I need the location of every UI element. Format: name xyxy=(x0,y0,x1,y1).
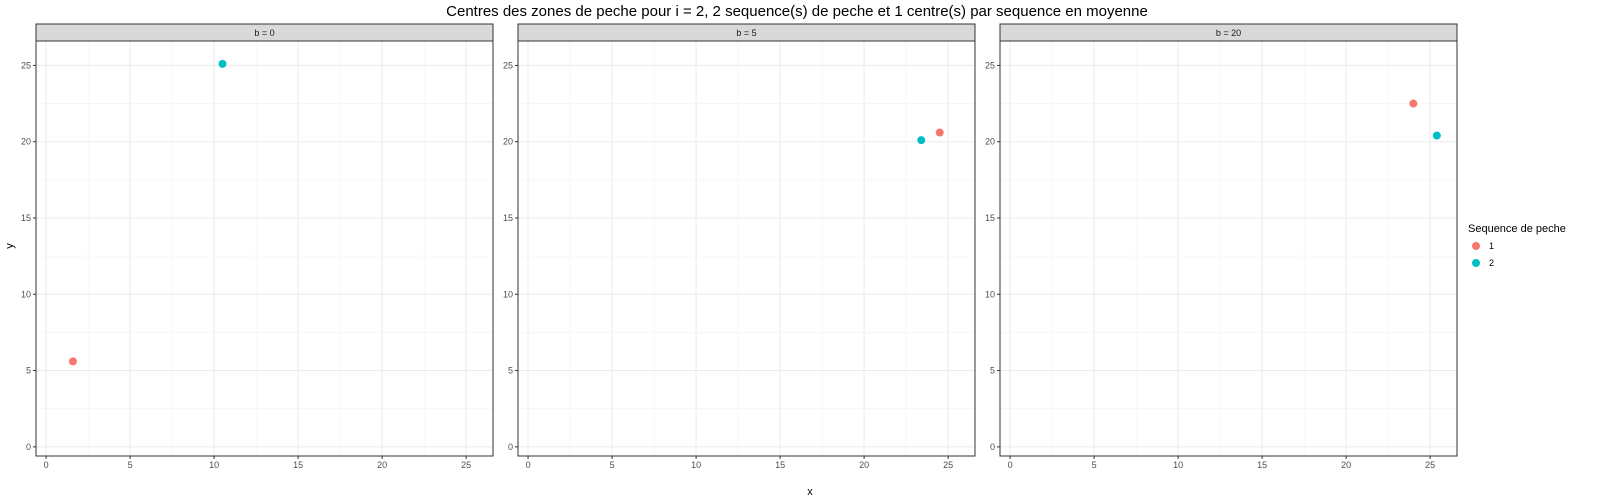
x-tick-label: 10 xyxy=(691,460,701,470)
y-tick-label: 20 xyxy=(985,137,995,147)
y-tick-label: 20 xyxy=(503,137,513,147)
x-tick-label: 25 xyxy=(943,460,953,470)
x-tick-label: 10 xyxy=(1173,460,1183,470)
y-tick-label: 0 xyxy=(508,442,513,452)
x-tick-label: 5 xyxy=(128,460,133,470)
panel-border xyxy=(999,40,1458,457)
gridlines xyxy=(1000,41,1457,456)
y-tick-label: 10 xyxy=(21,289,31,299)
facet-strip-label: b = 0 xyxy=(254,28,274,38)
legend: Sequence de peche 1 2 xyxy=(1468,223,1566,268)
data-point-series-1 xyxy=(68,357,77,366)
y-tick-label: 5 xyxy=(990,366,995,376)
chart-title: Centres des zones de peche pour i = 2, 2… xyxy=(446,3,1148,20)
data-point-series-2 xyxy=(1432,131,1441,140)
legend-label: 1 xyxy=(1489,241,1494,251)
x-tick-label: 0 xyxy=(1008,460,1013,470)
y-tick-label: 15 xyxy=(985,213,995,223)
x-tick-label: 0 xyxy=(44,460,49,470)
facet-panel: b = 0 0 5 10 15 20 25 0 5 10 15 20 25 xyxy=(21,23,494,470)
y-tick-label: 5 xyxy=(508,366,513,376)
x-tick-label: 20 xyxy=(859,460,869,470)
x-tick-label: 0 xyxy=(526,460,531,470)
y-tick-label: 25 xyxy=(21,60,31,70)
x-tick-label: 10 xyxy=(209,460,219,470)
facet-strip-label: b = 20 xyxy=(1216,28,1241,38)
y-tick-label: 25 xyxy=(985,60,995,70)
panel-border xyxy=(35,40,494,457)
data-point-series-2 xyxy=(218,59,227,68)
y-tick-label: 0 xyxy=(26,442,31,452)
facet-panel: b = 20 0 5 10 15 20 25 0 5 10 15 20 25 xyxy=(985,23,1458,470)
x-tick-label: 5 xyxy=(610,460,615,470)
legend-key-2 xyxy=(1472,259,1480,267)
legend-label: 2 xyxy=(1489,258,1494,268)
y-tick-label: 15 xyxy=(21,213,31,223)
data-point-series-2 xyxy=(917,136,926,145)
facet-strip-label: b = 5 xyxy=(736,28,756,38)
x-axis-title: x xyxy=(807,486,813,498)
legend-title: Sequence de peche xyxy=(1468,223,1566,235)
legend-key-1 xyxy=(1472,242,1480,250)
x-tick-label: 15 xyxy=(293,460,303,470)
y-tick-label: 10 xyxy=(985,289,995,299)
data-point-series-1 xyxy=(1409,99,1418,108)
panel-border xyxy=(517,40,976,457)
y-tick-label: 0 xyxy=(990,442,995,452)
data-point-series-1 xyxy=(935,128,944,137)
x-tick-label: 20 xyxy=(377,460,387,470)
facet-panels: b = 0 0 5 10 15 20 25 0 5 10 15 20 25 b = 5 0 5 10 15 20 25… xyxy=(21,23,1458,470)
y-tick-label: 5 xyxy=(26,366,31,376)
gridlines xyxy=(518,41,975,456)
y-tick-label: 15 xyxy=(503,213,513,223)
facet-panel: b = 5 0 5 10 15 20 25 0 5 10 15 20 25 xyxy=(503,23,976,470)
x-tick-label: 25 xyxy=(1425,460,1435,470)
x-tick-label: 5 xyxy=(1092,460,1097,470)
y-axis-title: y xyxy=(4,243,16,249)
y-tick-label: 20 xyxy=(21,137,31,147)
gridlines xyxy=(36,41,493,456)
x-tick-label: 15 xyxy=(775,460,785,470)
y-tick-label: 10 xyxy=(503,289,513,299)
y-tick-label: 25 xyxy=(503,60,513,70)
x-tick-label: 15 xyxy=(1257,460,1267,470)
x-tick-label: 20 xyxy=(1341,460,1351,470)
x-tick-label: 25 xyxy=(461,460,471,470)
